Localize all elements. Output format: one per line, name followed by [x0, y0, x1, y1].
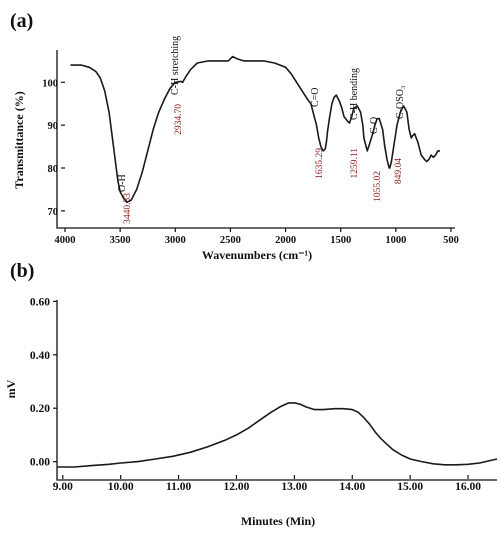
x-tick-label: 3000	[165, 235, 186, 246]
panel-b-y-ticks: 0.00 0.20 0.40 0.60	[30, 296, 57, 469]
x-tick-label: 12.00	[224, 481, 250, 493]
y-tick-label: 0.60	[30, 296, 50, 308]
annotation-ch-stretching-label: C-H stretching	[170, 36, 181, 95]
annotation-oh-label: O-H	[117, 174, 128, 192]
annotation-ch-bending-label: C-H bending	[349, 68, 360, 120]
x-tick-label: 15.00	[397, 481, 423, 493]
x-tick-label: 1500	[330, 235, 351, 246]
annotation-coso3-label: C-OSO₃	[395, 86, 406, 120]
annotation-co-wavenumber: 1055.02	[373, 171, 383, 202]
panel-a-y-axis-title: Transmittance (%)	[12, 91, 26, 188]
x-tick-label: 4000	[55, 235, 76, 246]
y-tick-label: 0.00	[30, 457, 50, 469]
x-tick-label: 16.00	[455, 481, 481, 493]
panel-b-x-axis-title: Minutes (Min)	[241, 514, 315, 528]
x-tick-label: 14.00	[339, 481, 365, 493]
panel-a-label: (a)	[10, 10, 33, 32]
panel-a-x-ticks: 4000 3500 3000 2500 2000 1500 1000 500	[55, 228, 459, 246]
y-tick-label: 90	[48, 121, 59, 132]
panel-a-ir-trace	[70, 55, 440, 204]
y-tick-label: 100	[42, 78, 58, 89]
annotation-coso3-wavenumber: 849.04	[394, 158, 404, 184]
panel-b-y-axis-title: mV	[4, 379, 18, 398]
annotation-co-double-label: C=O	[310, 87, 321, 107]
annotation-oh-wavenumber: 3440.33	[123, 193, 133, 224]
x-tick-label: 13.00	[281, 481, 307, 493]
y-tick-label: 80	[48, 164, 59, 175]
annotation-ch-stretching-wavenumber: 2934.70	[174, 104, 184, 135]
annotation-ch-bending-wavenumber: 1259.11	[350, 148, 360, 179]
panel-a-axes	[56, 50, 455, 229]
x-tick-label: 500	[443, 235, 459, 246]
x-tick-label: 9.00	[53, 481, 73, 493]
panel-b-axes	[56, 300, 497, 481]
x-tick-label: 3500	[110, 235, 131, 246]
annotation-co-double-wavenumber: 1635.29	[315, 148, 325, 179]
panel-b: (b) 0.00 0.20 0.40 0.60 9.00 10.00 11.00 12.00…	[4, 260, 498, 528]
x-tick-label: 2500	[220, 235, 241, 246]
panel-b-x-ticks: 9.00 10.00 11.00 12.00 13.00 14.00 15.00 16.00	[53, 475, 481, 493]
y-tick-label: 0.40	[30, 350, 50, 362]
panel-a: (a) 70 80 90 100 4000 3500 3000 2500 2000 1500 10…	[10, 10, 459, 262]
x-tick-label: 11.00	[166, 481, 191, 493]
panel-a-x-axis-title: Wavenumbers (cm⁻¹)	[202, 248, 312, 262]
y-tick-label: 70	[48, 207, 59, 218]
panel-b-label: (b)	[10, 260, 34, 282]
x-tick-label: 1000	[385, 235, 406, 246]
x-tick-label: 2000	[275, 235, 296, 246]
annotation-co-label: C-O	[369, 117, 380, 134]
x-tick-label: 10.00	[108, 481, 134, 493]
y-tick-label: 0.20	[30, 403, 50, 415]
panel-a-y-ticks: 70 80 90 100	[42, 78, 65, 218]
panel-b-chromatogram-trace	[57, 402, 498, 468]
